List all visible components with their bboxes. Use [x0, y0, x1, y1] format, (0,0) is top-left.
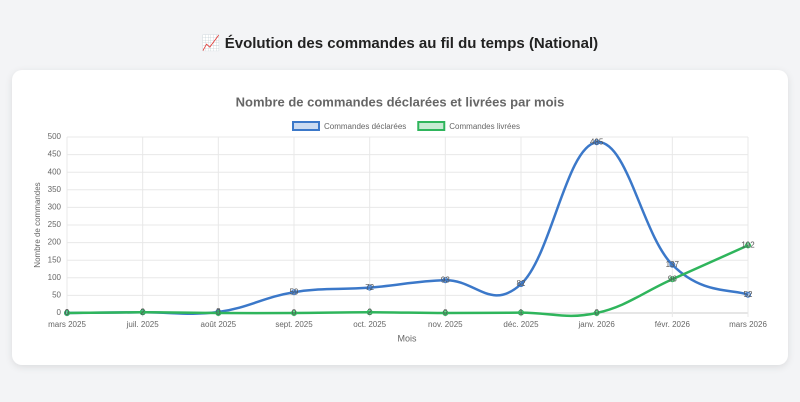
data-label: 59: [290, 287, 299, 296]
point: [745, 291, 751, 298]
y-tick-label: 450: [48, 150, 62, 159]
point: [291, 310, 297, 316]
data-label: 93: [441, 275, 450, 284]
y-tick-label: 50: [52, 291, 61, 300]
point: [518, 309, 524, 316]
legend-label: Commandes déclarées: [324, 122, 406, 131]
point: [669, 261, 676, 268]
y-tick-label: 200: [48, 238, 62, 247]
y-tick-label: 150: [48, 255, 62, 264]
point: [366, 309, 373, 316]
data-label: 96: [668, 274, 677, 283]
point: [442, 277, 449, 284]
data-label: 0: [594, 308, 599, 317]
data-label: 2: [367, 307, 372, 316]
x-tick-label: août 2025: [201, 320, 237, 329]
data-label: 3: [216, 307, 221, 316]
y-tick-label: 500: [48, 132, 62, 141]
data-label: 192: [741, 241, 755, 250]
data-label: 2: [140, 307, 145, 316]
x-tick-label: mars 2025: [48, 320, 86, 329]
point: [215, 310, 222, 316]
x-tick-label: janv. 2026: [578, 320, 616, 329]
y-tick-label: 350: [48, 185, 62, 194]
data-label: 485: [590, 137, 604, 146]
page-title: 📈 Évolution des commandes au fil du temp…: [201, 35, 599, 52]
x-tick-label: juil. 2025: [126, 320, 160, 329]
chart-card: [12, 70, 788, 365]
x-tick-label: sept. 2025: [275, 320, 313, 329]
legend-swatch: [417, 121, 446, 131]
point: [291, 289, 297, 296]
x-tick-label: mars 2026: [729, 320, 767, 329]
point: [518, 281, 524, 288]
y-tick-label: 400: [48, 167, 62, 176]
legend-swatch: [292, 121, 320, 131]
y-tick-label: 0: [57, 308, 62, 317]
series-line: [66, 244, 749, 318]
data-label: 52: [744, 290, 753, 299]
y-tick-label: 300: [48, 203, 62, 212]
data-label: 0: [65, 308, 70, 317]
point: [745, 242, 751, 249]
point: [64, 310, 70, 316]
point: [442, 310, 449, 316]
data-label: 137: [666, 260, 680, 269]
data-label: 72: [365, 283, 374, 292]
data-label: 0: [292, 308, 297, 317]
point: [593, 139, 600, 146]
y-axis-label: Nombre de commandes: [33, 182, 42, 267]
x-tick-label: nov. 2025: [428, 320, 463, 329]
x-axis-label: Mois: [397, 333, 417, 343]
x-tick-label: févr. 2026: [655, 320, 691, 329]
y-tick-label: 100: [48, 273, 62, 282]
y-tick-label: 250: [48, 220, 62, 229]
point: [366, 284, 373, 291]
x-tick-label: déc. 2025: [503, 320, 539, 329]
data-label: 0: [216, 308, 221, 317]
series-line: [66, 141, 749, 316]
data-label: 1: [519, 308, 524, 317]
x-tick-label: oct. 2025: [353, 320, 386, 329]
chart-title: Nombre de commandes déclarées et livrées…: [236, 94, 565, 109]
point: [593, 310, 600, 316]
data-label: 82: [517, 279, 526, 288]
point: [669, 276, 676, 283]
point: [139, 309, 146, 316]
data-label: 0: [443, 308, 448, 317]
legend-label: Commandes livrées: [449, 122, 520, 131]
